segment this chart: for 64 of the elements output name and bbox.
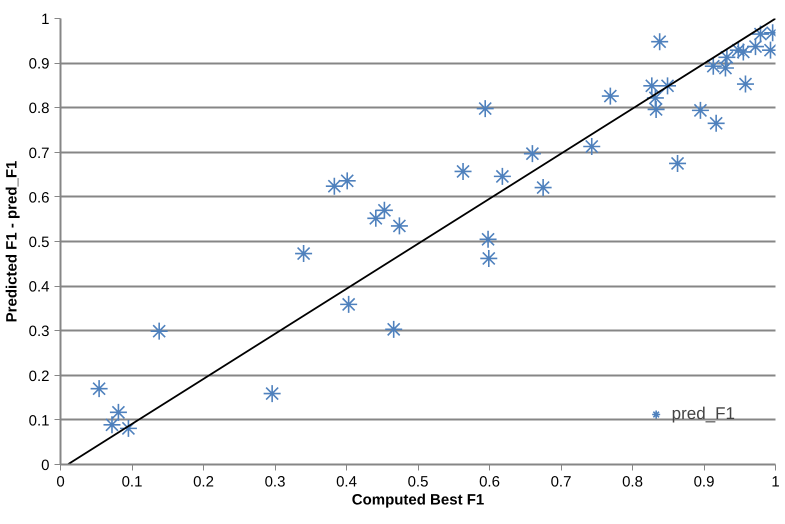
y-tick-label: 0.8 [28,100,50,118]
point [646,88,665,108]
x-tick-label: 0.4 [336,474,357,490]
point [339,295,358,314]
point [650,32,669,51]
y-tick-label: 0.9 [28,56,50,73]
point [734,42,753,62]
point [704,56,723,76]
point [691,101,710,120]
y-tick-label: 0.5 [28,234,50,251]
point [109,403,128,422]
x-tick-label: 1 [771,474,780,490]
point [746,37,765,56]
x-tick-label: 0.2 [193,474,214,490]
point [476,99,495,118]
x-tick-label: 0.8 [622,474,643,490]
y-tick-label: 1 [41,11,50,28]
point [751,24,770,44]
point [601,86,620,106]
point [102,416,122,434]
y-tick-label: 0.1 [28,412,50,430]
legend-label: pred_F1 [672,404,735,424]
y-tick-label: 0.7 [28,144,50,162]
point [523,144,542,163]
point [706,114,726,133]
y-axis-title: Predicted F1 - pred_F1 [4,160,21,322]
y-tick-label: 0.3 [28,323,50,340]
x-tick-label: 0.7 [550,474,572,490]
point [668,154,687,173]
point [366,209,386,228]
point [119,419,138,438]
x-tick-label: 0 [56,474,65,490]
y-tick-label: 0.4 [28,278,50,296]
point [658,76,677,96]
point [294,244,313,263]
y-tick-label: 0.2 [28,368,50,385]
x-tick-label: 0.6 [479,474,500,490]
point [716,58,735,78]
point [90,379,108,398]
point [478,230,498,249]
point [493,167,512,186]
point [718,48,736,67]
point [390,216,409,236]
point [262,384,282,403]
point [582,137,602,156]
x-tick-label: 0.3 [264,474,286,490]
x-tick-label: 0.1 [122,474,142,490]
y-tick-label: 0.6 [28,189,50,206]
point [646,100,666,119]
x-tick-label: 0.5 [408,474,428,490]
point [479,249,498,268]
point [454,162,472,181]
point [375,200,394,220]
point [729,40,748,60]
x-tick-label: 0.9 [694,474,714,490]
point [642,76,662,96]
point [325,176,344,196]
point [736,74,755,94]
point [384,320,403,339]
point [338,172,357,190]
point [150,322,168,340]
y-tick-label: 0 [41,457,50,474]
x-axis-title: Computed Best F1 [352,492,484,508]
point [534,178,552,197]
